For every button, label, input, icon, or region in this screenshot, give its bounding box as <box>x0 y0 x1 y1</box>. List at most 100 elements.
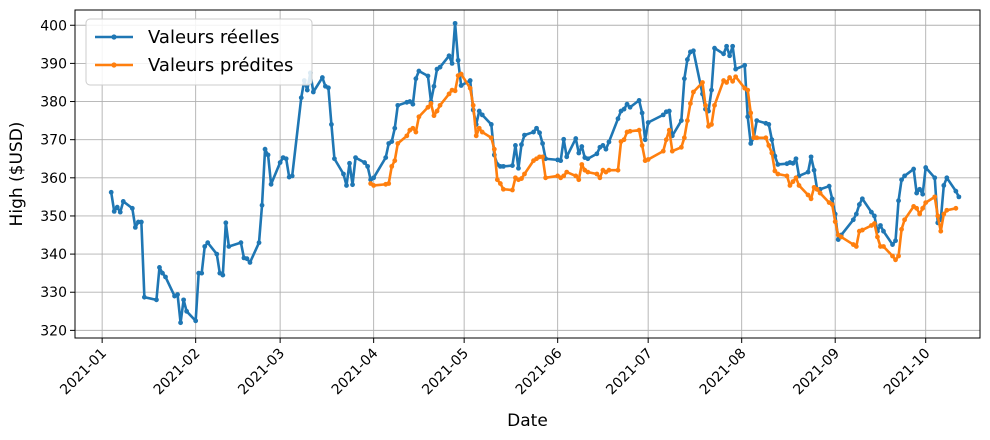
data-point <box>268 181 274 187</box>
data-point <box>681 76 687 82</box>
data-point <box>733 74 739 80</box>
data-point <box>775 171 781 177</box>
data-point <box>416 68 422 74</box>
data-point <box>941 211 947 217</box>
data-point <box>902 217 907 223</box>
data-point <box>500 186 506 192</box>
data-point <box>600 143 606 148</box>
data-point <box>941 183 947 188</box>
data-point <box>793 175 799 181</box>
data-point <box>332 156 337 162</box>
data-point <box>522 171 527 177</box>
data-point <box>256 240 262 246</box>
data-point <box>642 137 648 143</box>
data-point <box>341 171 346 177</box>
data-point <box>902 173 907 179</box>
data-point <box>636 127 642 133</box>
data-point <box>796 183 802 188</box>
data-point <box>114 204 120 210</box>
data-point <box>108 189 114 195</box>
data-point <box>534 125 539 131</box>
data-point <box>157 265 162 270</box>
data-point <box>636 97 642 103</box>
data-point <box>923 165 929 170</box>
data-point <box>859 227 865 233</box>
data-point <box>564 154 570 160</box>
data-point <box>730 78 736 84</box>
x-tick-label: 2021-07 <box>603 346 656 399</box>
y-tick-label: 380 <box>40 95 67 111</box>
data-point <box>389 139 395 144</box>
data-point <box>425 104 431 110</box>
data-point <box>621 106 627 112</box>
x-tick-label: 2021-02 <box>151 346 204 399</box>
data-point <box>479 112 485 118</box>
data-point <box>829 202 835 207</box>
plot-frame <box>74 9 981 339</box>
data-point <box>476 108 482 114</box>
data-point <box>467 78 473 83</box>
data-point <box>769 150 775 156</box>
data-point <box>540 154 545 160</box>
data-point <box>178 320 183 326</box>
data-point <box>724 80 729 85</box>
y-tick-label: 390 <box>40 56 67 72</box>
data-point <box>594 151 600 157</box>
data-point <box>259 202 265 208</box>
data-point <box>881 228 886 234</box>
data-point <box>691 89 696 95</box>
data-point <box>510 163 515 169</box>
data-point <box>678 118 684 123</box>
data-point <box>579 162 585 167</box>
data-point <box>899 226 904 232</box>
data-point <box>350 182 355 188</box>
y-tick-label: 350 <box>40 209 67 225</box>
data-point <box>733 66 739 72</box>
data-point <box>353 155 358 161</box>
data-point <box>606 167 612 173</box>
data-point <box>437 64 443 70</box>
data-point <box>838 234 844 240</box>
data-point <box>488 135 494 141</box>
data-point <box>392 125 398 131</box>
data-point <box>283 156 289 162</box>
data-point <box>516 165 521 171</box>
data-point <box>467 85 473 91</box>
data-point <box>265 152 271 158</box>
data-point <box>561 136 567 142</box>
legend: Valeurs réelles Valeurs prédites <box>85 18 313 86</box>
data-point <box>669 148 675 154</box>
y-tick-label: 370 <box>40 133 67 149</box>
data-point <box>585 156 591 162</box>
data-point <box>811 167 817 173</box>
data-point <box>573 136 579 141</box>
data-point <box>826 183 832 189</box>
data-point <box>890 253 895 259</box>
data-point <box>531 129 536 135</box>
data-point <box>519 142 524 148</box>
data-point <box>497 181 503 186</box>
data-point <box>917 211 923 217</box>
data-point <box>111 208 117 214</box>
data-point <box>856 202 862 207</box>
data-point <box>540 141 545 146</box>
data-point <box>494 177 500 183</box>
data-point <box>615 116 621 122</box>
data-point <box>220 272 226 278</box>
x-tick-label: 2021-10 <box>881 346 934 399</box>
data-point <box>202 244 208 249</box>
data-point <box>808 196 814 202</box>
data-point <box>181 297 187 303</box>
data-point <box>117 209 123 215</box>
data-point <box>413 76 419 82</box>
y-tick-label: 340 <box>40 247 67 263</box>
data-point <box>775 162 781 167</box>
data-point <box>262 146 268 152</box>
data-point <box>573 173 579 179</box>
data-point <box>956 194 962 200</box>
data-point <box>214 251 220 257</box>
data-point <box>510 187 515 193</box>
data-point <box>899 177 904 183</box>
data-point <box>247 260 253 265</box>
data-point <box>175 292 180 297</box>
